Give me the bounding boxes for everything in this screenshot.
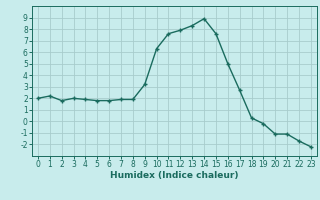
X-axis label: Humidex (Indice chaleur): Humidex (Indice chaleur) bbox=[110, 171, 239, 180]
